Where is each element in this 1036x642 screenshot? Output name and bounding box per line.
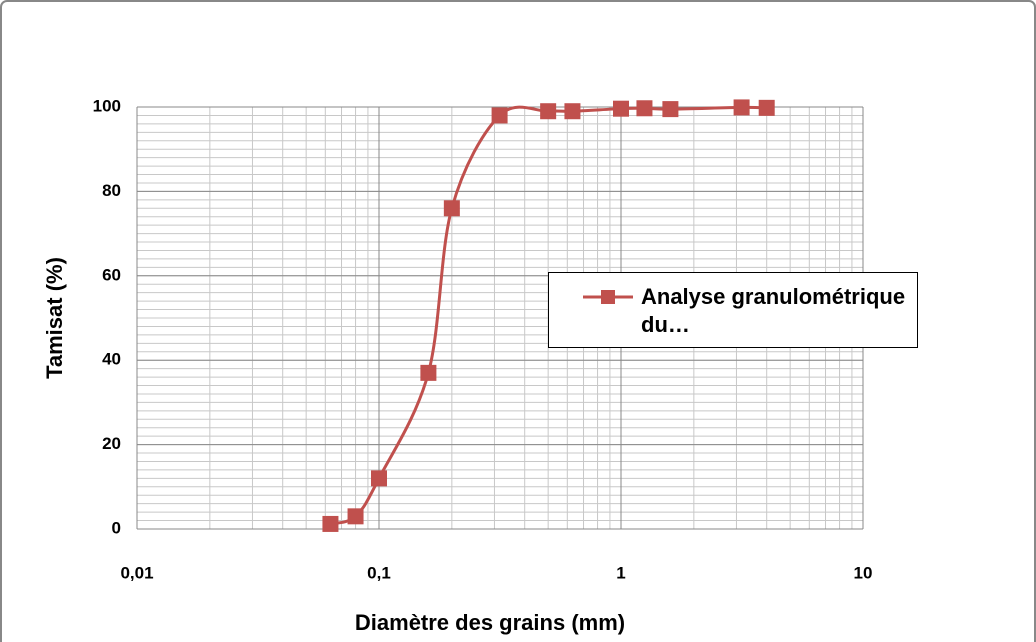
y-tick-label: 40 (102, 350, 121, 369)
marker (662, 101, 679, 118)
legend-label: Analyse granulométrique du… (641, 284, 906, 337)
y-tick-label: 60 (102, 265, 121, 284)
x-tick-label: 1 (616, 563, 625, 582)
marker (371, 470, 387, 487)
marker (420, 364, 437, 381)
y-tick-label: 100 (93, 96, 121, 115)
y-tick-label: 20 (102, 434, 121, 453)
marker (540, 103, 557, 120)
legend: Analyse granulométrique du… (548, 272, 918, 348)
x-tick-label: 0,01 (120, 563, 153, 582)
x-tick-label: 10 (854, 563, 873, 582)
marker (613, 100, 629, 117)
x-tick-label: 0,1 (367, 563, 391, 582)
marker (347, 508, 364, 525)
marker (443, 200, 460, 217)
marker (758, 99, 775, 116)
x-axis-label: Diamètre des grains (mm) (355, 610, 625, 635)
marker (733, 99, 750, 116)
marker (636, 100, 653, 117)
marker (491, 107, 508, 124)
legend-marker (601, 290, 615, 304)
marker (564, 103, 581, 120)
legend-symbol (583, 290, 633, 304)
y-tick-label: 80 (102, 181, 121, 200)
y-axis-label: Tamisat (%) (42, 257, 67, 379)
y-tick-label: 0 (112, 518, 121, 537)
marker (322, 515, 339, 532)
